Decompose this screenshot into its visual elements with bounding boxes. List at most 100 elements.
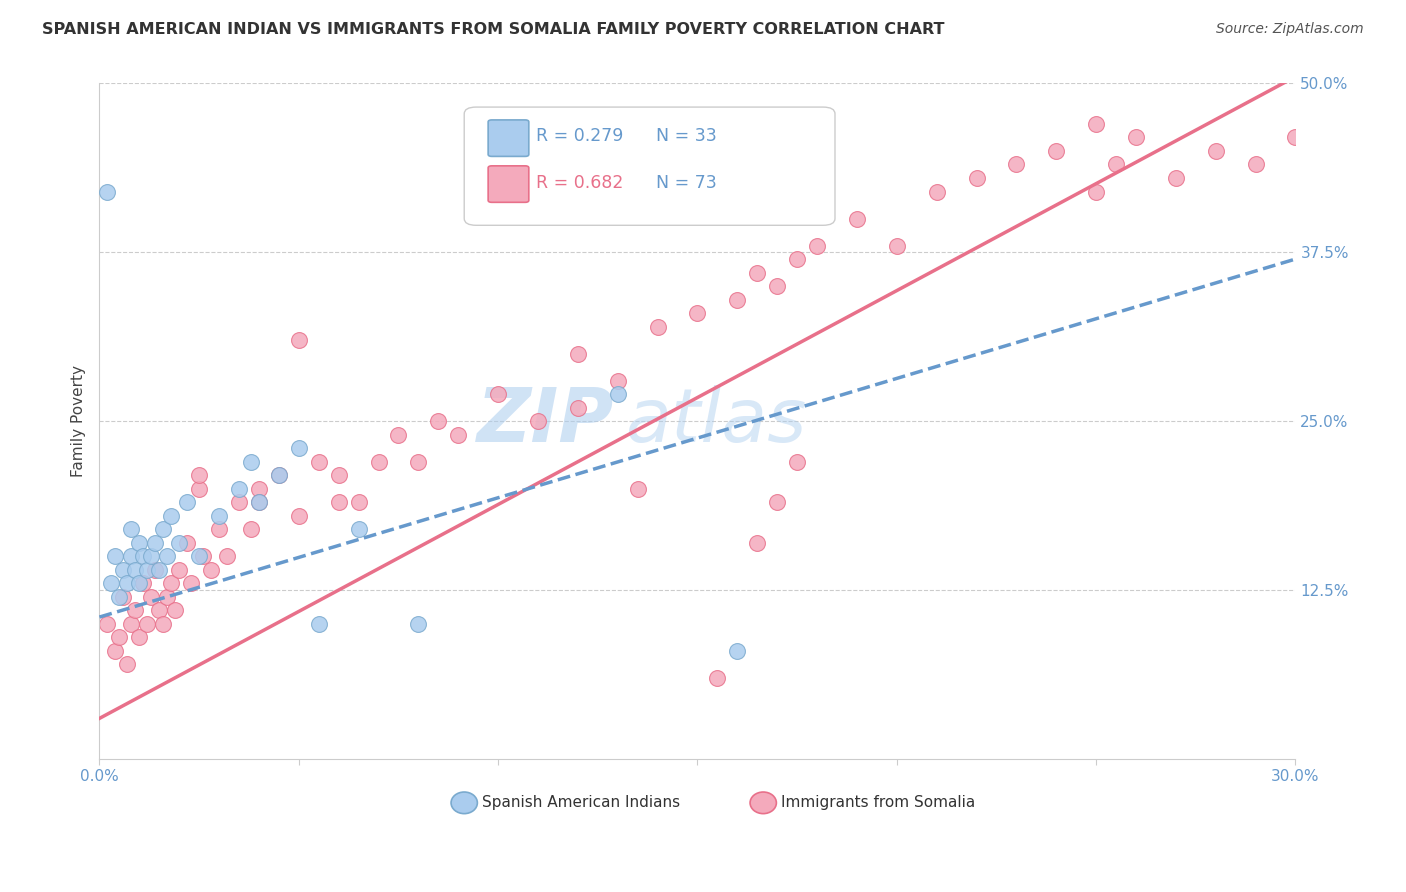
Point (747, 266, 769, 280)
Point (120, 522, 142, 536)
Point (1105, 157, 1128, 171)
Point (287, 333, 309, 347)
Point (165, 603, 187, 617)
Point (627, 482, 650, 496)
Point (486, 387, 509, 401)
Point (267, 468, 290, 483)
Point (160, 508, 183, 523)
Point (886, 238, 908, 252)
Point (176, 535, 198, 549)
Point (845, 211, 868, 226)
Point (247, 495, 270, 509)
Point (287, 441, 309, 455)
Point (104, 644, 127, 658)
Point (112, 563, 135, 577)
Point (925, 185, 948, 199)
FancyBboxPatch shape (464, 107, 835, 226)
Point (167, 535, 190, 549)
Point (141, 549, 163, 564)
Point (647, 319, 669, 334)
Point (148, 603, 170, 617)
Point (100, 576, 122, 591)
Point (725, 644, 748, 658)
Point (156, 590, 179, 604)
Point (128, 576, 150, 591)
Point (347, 495, 370, 509)
Text: Immigrants from Somalia: Immigrants from Somalia (782, 796, 976, 810)
Point (347, 522, 370, 536)
Point (747, 535, 769, 549)
Point (117, 657, 139, 672)
Point (328, 468, 350, 483)
Point (247, 482, 270, 496)
Point (136, 563, 159, 577)
Point (136, 616, 159, 631)
Point (228, 495, 250, 509)
Text: ZIP: ZIP (477, 384, 614, 458)
Point (686, 306, 709, 320)
Point (108, 631, 131, 645)
Point (191, 549, 214, 564)
Point (1085, 185, 1108, 199)
Point (188, 549, 211, 564)
Point (167, 563, 190, 577)
Point (132, 549, 155, 564)
Point (104, 549, 127, 564)
Point (367, 455, 389, 469)
Point (387, 427, 409, 442)
Point (141, 590, 163, 604)
Point (1125, 130, 1147, 145)
Point (308, 455, 330, 469)
Point (527, 414, 550, 428)
Point (132, 576, 155, 591)
Point (247, 495, 270, 509)
Point (447, 427, 470, 442)
Point (308, 616, 330, 631)
Point (143, 563, 166, 577)
Point (128, 631, 150, 645)
Point (128, 535, 150, 549)
Point (96, 616, 118, 631)
Point (1005, 157, 1028, 171)
Point (120, 549, 142, 564)
Text: N = 73: N = 73 (655, 174, 716, 192)
Point (806, 238, 828, 252)
Point (239, 455, 262, 469)
Text: R = 0.279: R = 0.279 (536, 128, 623, 145)
Point (966, 171, 988, 186)
Point (188, 468, 211, 483)
Ellipse shape (451, 792, 478, 814)
Point (1284, 130, 1306, 145)
Y-axis label: Family Poverty: Family Poverty (72, 365, 86, 477)
Point (120, 616, 142, 631)
Point (786, 455, 808, 469)
Point (96, 185, 118, 199)
Point (180, 576, 202, 591)
Point (766, 495, 789, 509)
Point (1045, 144, 1067, 158)
Point (152, 616, 174, 631)
Point (208, 508, 231, 523)
Point (267, 468, 290, 483)
Point (176, 495, 198, 509)
Text: Source: ZipAtlas.com: Source: ZipAtlas.com (1216, 22, 1364, 37)
Point (328, 495, 350, 509)
Point (160, 576, 183, 591)
Text: SPANISH AMERICAN INDIAN VS IMMIGRANTS FROM SOMALIA FAMILY POVERTY CORRELATION CH: SPANISH AMERICAN INDIAN VS IMMIGRANTS FR… (42, 22, 945, 37)
Text: R = 0.682: R = 0.682 (536, 174, 623, 192)
Point (108, 590, 131, 604)
Point (112, 590, 135, 604)
Point (152, 522, 174, 536)
Point (200, 563, 222, 577)
Point (725, 293, 748, 307)
Point (427, 414, 450, 428)
Point (143, 535, 166, 549)
Point (1085, 117, 1108, 131)
Point (148, 563, 170, 577)
Point (408, 455, 430, 469)
Point (215, 549, 238, 564)
Point (117, 576, 139, 591)
Point (156, 549, 179, 564)
Point (287, 508, 309, 523)
Point (1244, 157, 1267, 171)
